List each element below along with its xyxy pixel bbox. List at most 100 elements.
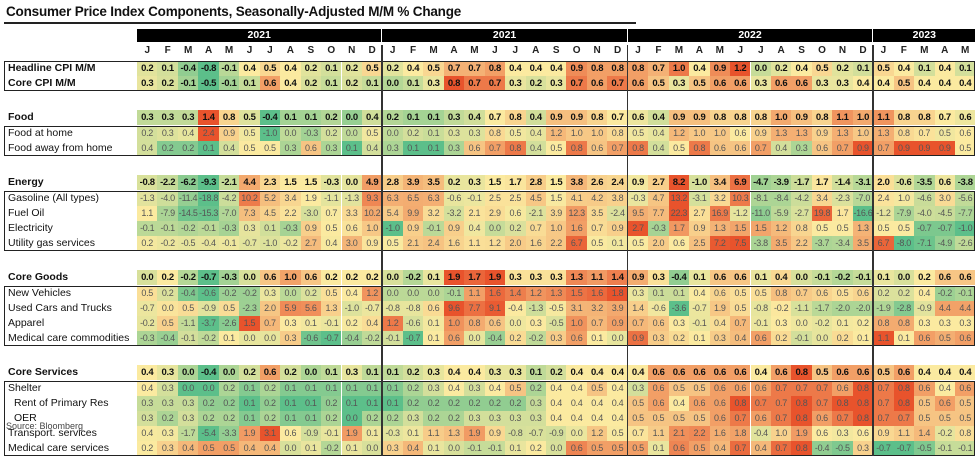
heatmap-cell: -4.0 — [157, 191, 178, 206]
heatmap-cell: 2.1 — [402, 236, 424, 251]
component-row-label: New Vehicles — [8, 287, 72, 299]
heatmap-cell: -2.3 — [239, 301, 260, 316]
heatmap-cell: -0.1 — [811, 270, 833, 285]
heatmap-cell: 2.5 — [505, 191, 526, 206]
heatmap-cell: 0.3 — [177, 110, 199, 125]
heatmap-cell: 0.2 — [525, 381, 546, 396]
heatmap-cell: 3.1 — [259, 426, 281, 441]
heatmap-cell: 0.0 — [484, 221, 506, 236]
heatmap-cell: 0.4 — [750, 365, 771, 380]
heatmap-cell: 0.5 — [586, 441, 608, 456]
heatmap-cell: -0.1 — [955, 441, 976, 456]
year-header: 2021 — [382, 29, 627, 42]
heatmap-cell: 2.3 — [259, 175, 281, 190]
heatmap-cell: 7.7 — [648, 206, 669, 221]
heatmap-cell: 0.4 — [709, 316, 731, 331]
heatmap-cell: 0.4 — [546, 396, 567, 411]
heatmap-cell: 0.2 — [218, 396, 240, 411]
heatmap-cell: 0.1 — [914, 61, 935, 76]
heatmap-cell: 7.2 — [709, 236, 731, 251]
component-row-label: Rent of Primary Res — [14, 397, 109, 409]
heatmap-cell: 0.2 — [505, 221, 526, 236]
heatmap-cell: 0.4 — [934, 365, 955, 380]
heatmap-cell: 0.2 — [198, 396, 219, 411]
heatmap-cell: 0.7 — [607, 110, 628, 125]
heatmap-cell: 0.6 — [648, 381, 669, 396]
heatmap-cell: -3.0 — [300, 206, 322, 221]
heatmap-cell: 0.7 — [484, 110, 506, 125]
heatmap-cell: 0.2 — [770, 331, 792, 346]
heatmap-cell: 1.2 — [525, 286, 546, 301]
heatmap-cell: 0.1 — [402, 141, 424, 156]
heatmap-cell: 0.1 — [300, 411, 322, 426]
heatmap-cell: 0.9 — [811, 126, 833, 141]
heatmap-cell: 0.4 — [791, 61, 812, 76]
heatmap-cell: -3.3 — [218, 426, 240, 441]
heatmap-cell: -0.6 — [893, 175, 915, 190]
heatmap-cell: 0.4 — [566, 381, 587, 396]
heatmap-cell: 1.2 — [361, 286, 383, 301]
heatmap-cell: 0.2 — [484, 396, 506, 411]
heatmap-cell: 0.7 — [607, 141, 628, 156]
heatmap-cell: 0.4 — [750, 441, 771, 456]
heatmap-cell: 0.4 — [914, 365, 935, 380]
heatmap-cell: 0.7 — [750, 141, 771, 156]
heatmap-cell: 0.6 — [730, 270, 751, 285]
heatmap-cell: 0.3 — [157, 365, 178, 380]
heatmap-cell: 2.2 — [280, 206, 301, 221]
heatmap-cell: 0.8 — [832, 396, 853, 411]
heatmap-cell: 0.9 — [627, 331, 649, 346]
heatmap-cell: -0.7 — [198, 270, 219, 285]
heatmap-cell: 0.8 — [791, 441, 812, 456]
heatmap-cell: 1.2 — [546, 126, 567, 141]
heatmap-cell: 0.5 — [668, 141, 690, 156]
heatmap-cell: 0.1 — [300, 396, 322, 411]
heatmap-cell: -0.4 — [484, 331, 506, 346]
heatmap-cell: 0.6 — [811, 426, 833, 441]
heatmap-cell: 1.8 — [607, 286, 628, 301]
heatmap-cell: -0.9 — [914, 301, 935, 316]
heatmap-cell: 1.5 — [239, 316, 260, 331]
heatmap-cell: -3.1 — [852, 175, 874, 190]
heatmap-cell: 0.5 — [137, 286, 158, 301]
heatmap-cell: 0.1 — [832, 316, 853, 331]
heatmap-cell: 0.0 — [177, 365, 199, 380]
heatmap-cell: 0.2 — [914, 270, 935, 285]
heatmap-cell: 0.3 — [280, 141, 301, 156]
heatmap-cell: 2.7 — [689, 206, 710, 221]
heatmap-cell: 0.1 — [750, 270, 771, 285]
heatmap-cell: 0.7 — [750, 396, 771, 411]
heatmap-cell: 0.5 — [627, 441, 649, 456]
heatmap-cell: -1.1 — [321, 191, 342, 206]
heatmap-cell: 5.2 — [259, 191, 281, 206]
heatmap-cell: 0.3 — [259, 286, 281, 301]
heatmap-cell: 1.9 — [443, 270, 465, 285]
heatmap-cell: 1.0 — [361, 221, 383, 236]
heatmap-cell: 0.7 — [484, 141, 506, 156]
heatmap-cell: 0.2 — [443, 175, 465, 190]
heatmap-cell: 0.7 — [873, 411, 894, 426]
heatmap-cell: 0.1 — [198, 141, 219, 156]
heatmap-cell: -0.8 — [402, 301, 424, 316]
heatmap-cell: 0.9 — [914, 141, 935, 156]
heatmap-cell: 5.9 — [280, 301, 301, 316]
heatmap-cell: 0.8 — [893, 126, 915, 141]
heatmap-cell: 0.7 — [832, 141, 853, 156]
heatmap-cell: 0.1 — [341, 396, 362, 411]
heatmap-cell: 0.5 — [627, 411, 649, 426]
heatmap-cell: 0.4 — [648, 141, 669, 156]
heatmap-cell: 0.4 — [341, 286, 362, 301]
heatmap-cell: 0.5 — [873, 365, 894, 380]
heatmap-cell: 0.9 — [443, 221, 465, 236]
heatmap-cell: 3.5 — [423, 175, 444, 190]
heatmap-cell: 0.8 — [218, 110, 240, 125]
heatmap-cell: 0.5 — [627, 396, 649, 411]
heatmap-cell: 1.3 — [321, 301, 342, 316]
heatmap-cell: -0.6 — [443, 191, 465, 206]
heatmap-cell: -0.1 — [852, 270, 874, 285]
heatmap-cell: 0.9 — [709, 61, 731, 76]
heatmap-cell: 4.9 — [361, 175, 383, 190]
component-row-label: Medical care commodities — [8, 332, 130, 344]
heatmap-cell: 0.3 — [832, 76, 853, 91]
heatmap-cell: 0.5 — [832, 221, 853, 236]
